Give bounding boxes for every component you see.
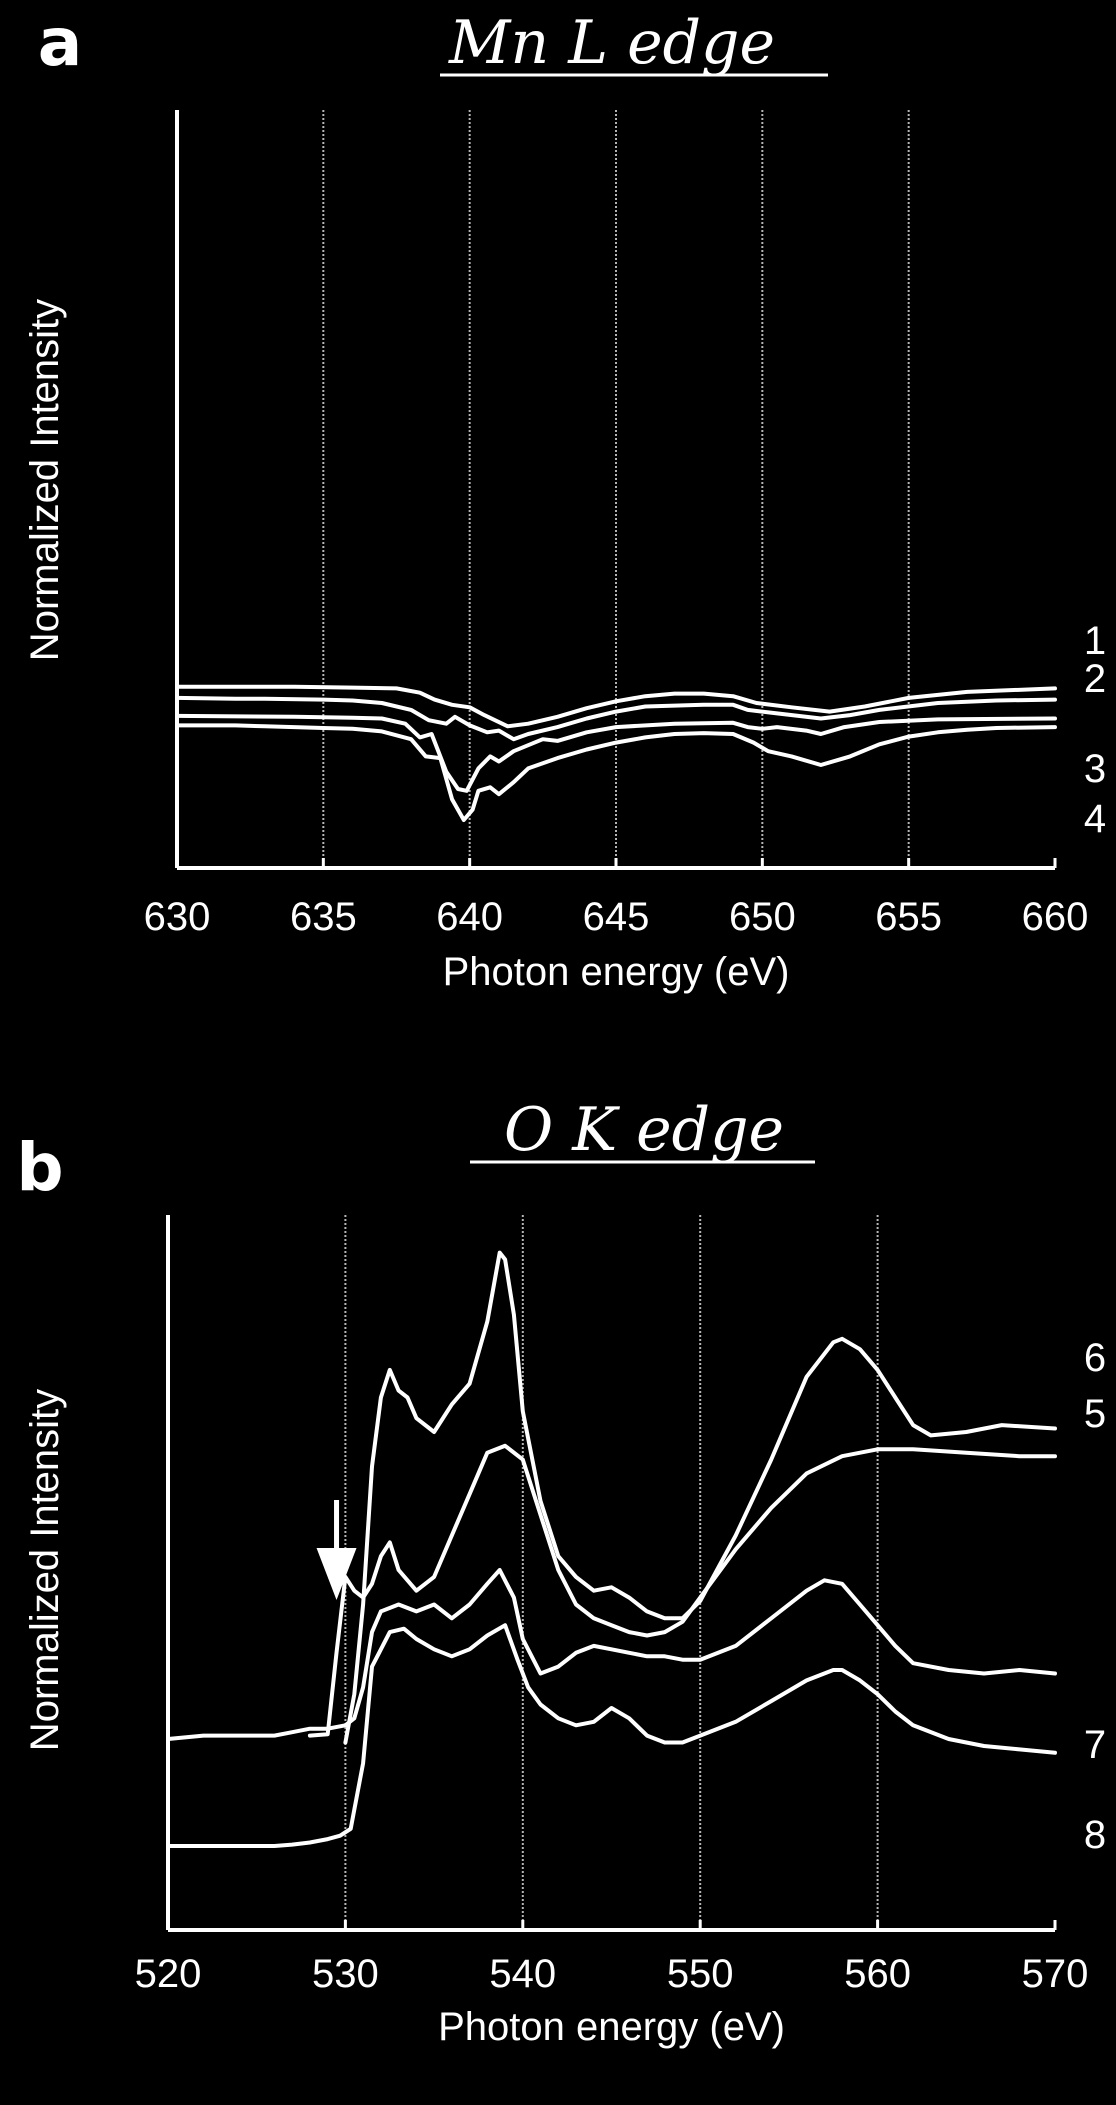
x-tick-label: 660 — [1022, 895, 1089, 939]
series-line-4 — [175, 684, 1057, 729]
x-tick-label: 645 — [583, 895, 650, 939]
panel-title: O K edge — [504, 1095, 784, 1165]
series-label-1: 1 — [1084, 619, 1106, 663]
series-line-6 — [343, 1250, 1057, 1745]
series-label-8: 8 — [1084, 1813, 1106, 1857]
x-tick-label: 635 — [290, 895, 357, 939]
panel-a: a Mn L edge 630 635 640 645 650 655 660 Photon en… — [23, 4, 1106, 994]
x-tick-label: 560 — [844, 1952, 911, 1996]
y-axis-label: Normalized Intensity — [23, 1389, 67, 1751]
series-line-8 — [166, 1623, 1057, 1848]
x-tick-label: 650 — [729, 895, 796, 939]
series-label-5: 5 — [1084, 1392, 1106, 1436]
x-tick-label: 640 — [436, 895, 503, 939]
series-line-5 — [307, 1443, 1057, 1738]
panel-letter: b — [16, 1129, 63, 1206]
y-axis-label: Normalized Intensity — [23, 299, 67, 661]
series-label-2: 2 — [1084, 657, 1106, 701]
series-line-1 — [175, 723, 1057, 822]
x-tick-label: 540 — [489, 1952, 556, 1996]
series-line-2 — [175, 713, 1057, 793]
series-label-3: 3 — [1084, 747, 1106, 791]
x-tick-label: 655 — [875, 895, 942, 939]
annotation-arrow-head — [316, 1548, 357, 1600]
x-tick-label: 550 — [667, 1952, 734, 1996]
x-tick-label: 570 — [1022, 1952, 1089, 1996]
series-line-7 — [166, 1568, 1057, 1741]
series-label-6: 6 — [1084, 1336, 1106, 1380]
series-label-4: 4 — [1084, 797, 1106, 841]
panel-letter: a — [38, 4, 83, 81]
x-tick-label: 530 — [312, 1952, 379, 1996]
panel-title: Mn L edge — [448, 8, 775, 78]
x-axis-label: Photon energy (eV) — [438, 2005, 785, 2049]
x-axis-label: Photon energy (eV) — [443, 950, 790, 994]
series-line-3 — [175, 695, 1057, 742]
series-label-7: 7 — [1084, 1723, 1106, 1767]
x-tick-label: 630 — [144, 895, 211, 939]
panel-b: b O K edge 520 530 540 550 560 570 Photon energy… — [16, 1095, 1106, 2049]
x-tick-label: 520 — [135, 1952, 202, 1996]
